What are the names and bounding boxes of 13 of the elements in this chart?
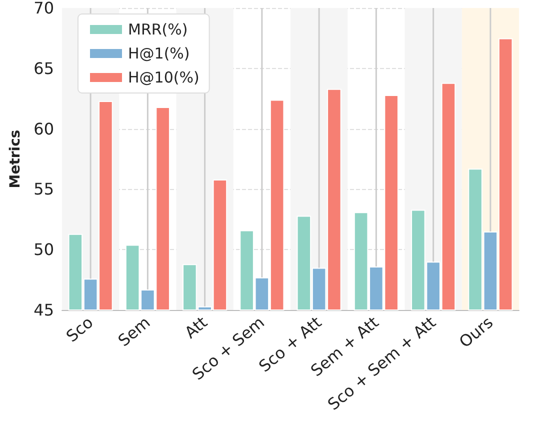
y-tick-label: 50 <box>34 240 54 260</box>
y-tick-label: 70 <box>34 0 54 18</box>
legend-label: H@1(%) <box>128 44 190 62</box>
y-axis-title: Metrics <box>8 130 24 188</box>
y-tick-label: 65 <box>34 58 54 78</box>
y-tick-label: 55 <box>34 180 54 199</box>
y-tick-label: 45 <box>34 300 54 320</box>
legend-label: H@10(%) <box>128 68 200 86</box>
y-tick-label: 60 <box>34 119 54 138</box>
legend-label: MRR(%) <box>128 20 188 38</box>
x-tick-label: Sco <box>62 312 97 346</box>
x-tick-label: Sem <box>114 312 154 350</box>
x-tick-label: Att <box>180 312 211 342</box>
